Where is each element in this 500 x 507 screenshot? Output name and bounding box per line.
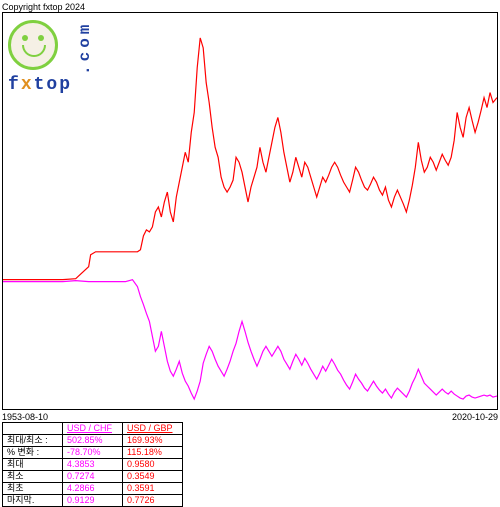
stats-table: USD / CHF USD / GBP 최대/최소 : 502.85% 169.… bbox=[2, 422, 183, 507]
row-label: 최소 bbox=[3, 471, 63, 483]
table-row: 최초 4.2866 0.3591 bbox=[3, 483, 183, 495]
row-label: 마지막. bbox=[3, 495, 63, 507]
table-row: 최소 0.7274 0.3549 bbox=[3, 471, 183, 483]
row-label: 최초 bbox=[3, 483, 63, 495]
series-line bbox=[3, 38, 497, 280]
x-axis-start-label: 1953-08-10 bbox=[2, 412, 48, 422]
cell-chf: 0.9129 bbox=[63, 495, 123, 507]
row-label: 최대/최소 : bbox=[3, 435, 63, 447]
cell-gbp: 115.18% bbox=[123, 447, 183, 459]
cell-chf: 4.3853 bbox=[63, 459, 123, 471]
cell-chf: -78.70% bbox=[63, 447, 123, 459]
row-label: % 변화 : bbox=[3, 447, 63, 459]
cell-gbp: 0.9580 bbox=[123, 459, 183, 471]
cell-gbp: 169.93% bbox=[123, 435, 183, 447]
copyright-text: Copyright fxtop 2024 bbox=[2, 2, 85, 12]
table-header-row: USD / CHF USD / GBP bbox=[3, 423, 183, 435]
table-row: 최대/최소 : 502.85% 169.93% bbox=[3, 435, 183, 447]
cell-gbp: 0.3549 bbox=[123, 471, 183, 483]
cell-chf: 4.2866 bbox=[63, 483, 123, 495]
chart-svg bbox=[3, 13, 497, 409]
cell-gbp: 0.7726 bbox=[123, 495, 183, 507]
table-row: 마지막. 0.9129 0.7726 bbox=[3, 495, 183, 507]
table-row: 최대 4.3853 0.9580 bbox=[3, 459, 183, 471]
header-chf: USD / CHF bbox=[63, 423, 123, 435]
header-gbp: USD / GBP bbox=[123, 423, 183, 435]
series-line bbox=[3, 280, 497, 399]
x-axis-end-label: 2020-10-29 bbox=[452, 412, 498, 422]
cell-chf: 502.85% bbox=[63, 435, 123, 447]
header-blank bbox=[3, 423, 63, 435]
row-label: 최대 bbox=[3, 459, 63, 471]
exchange-rate-chart bbox=[2, 12, 498, 410]
cell-gbp: 0.3591 bbox=[123, 483, 183, 495]
table-row: % 변화 : -78.70% 115.18% bbox=[3, 447, 183, 459]
cell-chf: 0.7274 bbox=[63, 471, 123, 483]
